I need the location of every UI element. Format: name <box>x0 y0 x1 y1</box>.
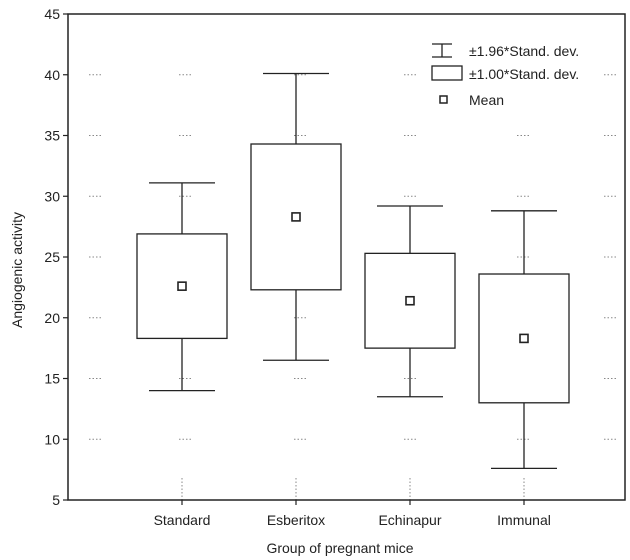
legend-whisker-label: ±1.96*Stand. dev. <box>469 43 579 59</box>
mean-marker <box>405 295 415 306</box>
box-group <box>250 72 342 361</box>
legend-whisker-icon <box>432 43 452 58</box>
y-tick-label: 5 <box>52 492 60 508</box>
x-axis: Standard Esberitox Echinapur Immunal <box>154 500 551 528</box>
legend-box-label: ±1.00*Stand. dev. <box>469 66 579 82</box>
y-axis: 5 10 15 20 25 30 35 40 45 <box>44 6 68 508</box>
mean-marker <box>177 281 187 291</box>
box-group <box>136 182 228 392</box>
boxes-group <box>136 72 570 470</box>
legend-box-icon <box>431 65 463 81</box>
x-tick-label: Immunal <box>497 512 551 528</box>
legend: ±1.96*Stand. dev. ±1.00*Stand. dev. Mean <box>431 43 579 108</box>
legend-mean-icon <box>439 95 448 104</box>
grid-lines <box>89 74 616 500</box>
x-tick-label: Standard <box>154 512 211 528</box>
box-group <box>364 205 456 398</box>
legend-mean-label: Mean <box>469 92 504 108</box>
y-tick-label: 10 <box>44 431 60 447</box>
mean-marker <box>291 212 301 222</box>
y-axis-title: Angiogenic activity <box>9 212 25 328</box>
x-tick-label: Esberitox <box>267 512 325 528</box>
box-group <box>478 210 570 470</box>
x-tick-label: Echinapur <box>378 512 441 528</box>
y-tick-label: 30 <box>44 188 60 204</box>
y-tick-label: 20 <box>44 310 60 326</box>
y-tick-label: 15 <box>44 371 60 387</box>
y-tick-label: 40 <box>44 67 60 83</box>
y-tick-label: 45 <box>44 6 60 22</box>
x-axis-title: Group of pregnant mice <box>266 540 413 556</box>
y-tick-label: 25 <box>44 249 60 265</box>
y-tick-label: 35 <box>44 128 60 144</box>
mean-marker <box>519 333 529 344</box>
